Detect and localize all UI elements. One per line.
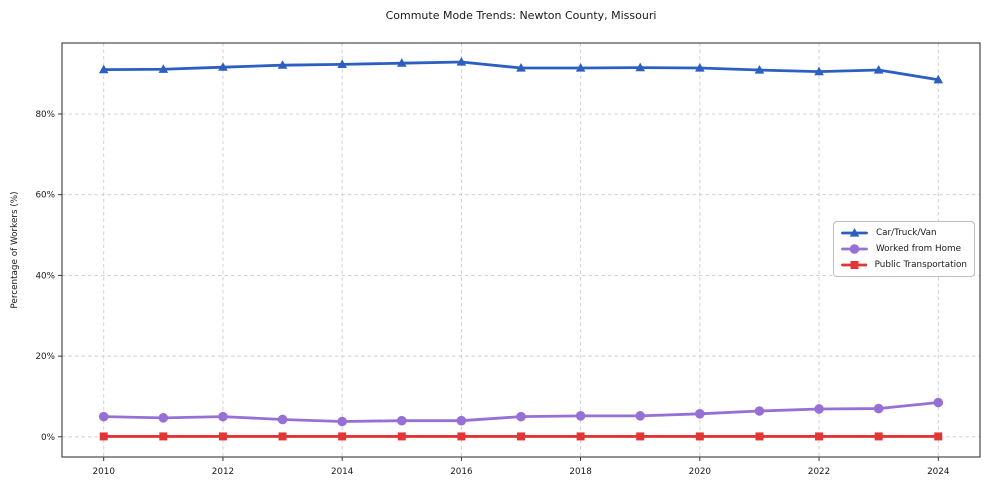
triangle-marker-icon <box>218 62 228 71</box>
triangle-marker-icon <box>158 64 169 73</box>
legend-label: Public Transportation <box>874 260 967 270</box>
circle-marker-icon <box>396 415 407 426</box>
square-marker-icon <box>99 432 108 441</box>
triangle-marker-icon <box>873 65 884 74</box>
circle-marker-icon <box>849 244 860 254</box>
triangle-marker-icon <box>98 64 109 74</box>
legend-item-worked-from-home: Worked from Home <box>841 242 967 256</box>
circle-marker-icon <box>277 414 288 425</box>
circle-marker-icon <box>158 413 169 423</box>
circle-marker-icon <box>516 411 526 422</box>
y-tick-label: 20% <box>35 352 55 362</box>
triangle-marker-icon <box>635 62 646 72</box>
y-tick-label: 80% <box>35 110 55 120</box>
plot-border <box>61 42 981 458</box>
square-marker-icon <box>338 432 347 441</box>
triangle-marker-icon <box>456 56 467 66</box>
x-tick-label: 2016 <box>450 467 473 477</box>
legend-label: Worked from Home <box>876 244 962 254</box>
triangle-marker-icon <box>933 74 944 84</box>
square-marker-icon <box>755 432 764 441</box>
x-tick-label: 2018 <box>569 467 591 477</box>
x-tick-label: 2014 <box>331 467 354 477</box>
triangle-marker-icon <box>575 63 586 72</box>
legend-item-car-truck-van: Car/Truck/Van <box>841 226 967 240</box>
x-tick-label: 2024 <box>927 467 950 477</box>
circle-marker-icon <box>873 403 884 414</box>
square-marker-icon <box>636 432 645 441</box>
legend-swatch-square-icon <box>841 261 867 269</box>
x-tick-label: 2012 <box>212 467 234 477</box>
square-marker-icon <box>278 432 287 441</box>
triangle-marker-icon <box>754 65 765 74</box>
legend-item-public-transportation: Public Transportation <box>841 258 967 272</box>
triangle-marker-icon <box>695 63 705 72</box>
y-tick-label: 60% <box>35 191 55 201</box>
square-marker-icon <box>218 432 227 441</box>
circle-marker-icon <box>814 404 824 414</box>
circle-marker-icon <box>754 406 765 416</box>
circle-marker-icon <box>456 415 467 426</box>
triangle-marker-icon <box>337 59 347 68</box>
triangle-marker-icon <box>277 60 288 69</box>
triangle-marker-icon <box>516 63 526 72</box>
square-marker-icon <box>850 261 859 269</box>
square-marker-icon <box>457 432 466 441</box>
circle-marker-icon <box>695 409 705 419</box>
triangle-marker-icon <box>814 66 824 76</box>
square-marker-icon <box>695 432 704 441</box>
triangle-marker-icon <box>396 58 407 67</box>
square-marker-icon <box>517 432 525 441</box>
square-marker-icon <box>397 432 406 441</box>
square-marker-icon <box>815 432 824 441</box>
square-marker-icon <box>576 432 585 441</box>
chart-title: Commute Mode Trends: Newton County, Miss… <box>385 9 657 22</box>
legend-swatch-triangle-up-icon <box>841 228 868 237</box>
square-marker-icon <box>934 432 943 441</box>
circle-marker-icon <box>635 411 646 421</box>
legend: Car/Truck/Van Worked from Home Public Tran… <box>833 221 975 277</box>
legend-swatch-circle-icon <box>841 244 868 254</box>
x-tick-label: 2010 <box>93 467 116 477</box>
circle-marker-icon <box>575 411 586 421</box>
x-tick-label: 2022 <box>808 467 830 477</box>
circle-marker-icon <box>933 397 944 408</box>
circle-marker-icon <box>98 411 109 422</box>
circle-marker-icon <box>337 416 347 427</box>
y-tick-label: 40% <box>35 271 55 281</box>
square-marker-icon <box>159 432 168 441</box>
circle-marker-icon <box>218 411 228 422</box>
square-marker-icon <box>874 432 883 441</box>
legend-label: Car/Truck/Van <box>876 228 937 238</box>
x-tick-label: 2020 <box>689 467 712 477</box>
triangle-marker-icon <box>849 228 860 237</box>
y-tick-label: 0% <box>41 433 55 443</box>
